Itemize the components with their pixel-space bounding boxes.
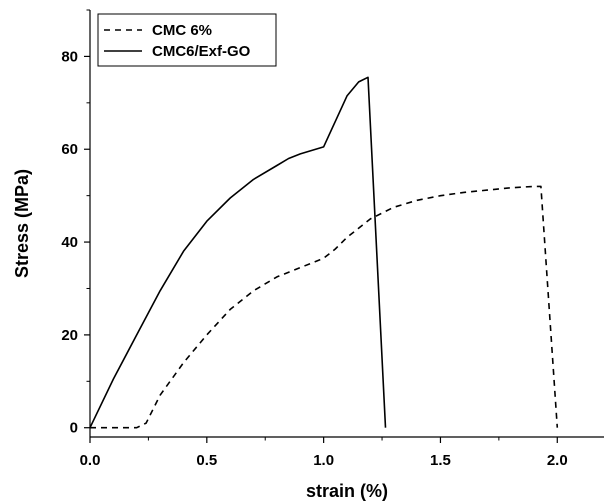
y-tick-label: 20	[61, 327, 78, 344]
x-tick-label: 1.0	[313, 452, 334, 469]
y-tick-label: 0	[70, 420, 78, 437]
x-tick-label: 0.0	[80, 452, 101, 469]
series-line-2	[89, 76, 387, 429]
x-tick-label: 1.5	[430, 452, 451, 469]
chart-marks	[89, 76, 559, 429]
chart-axes: 0.0 0.5 1.0 1.5 2.0 0 20 40 60 80	[61, 9, 604, 469]
x-axis-title: strain (%)	[306, 481, 388, 501]
y-tick-label: 40	[61, 234, 78, 251]
series-line-1	[90, 185, 559, 429]
x-tick-label: 0.5	[196, 452, 217, 469]
legend-label-1: CMC 6%	[152, 22, 212, 39]
legend-box	[97, 13, 277, 67]
legend: CMC 6% CMC6/Exf-GO	[97, 13, 277, 67]
x-tick-label: 2.0	[547, 452, 568, 469]
y-tick-label: 80	[61, 48, 78, 65]
y-tick-label: 60	[61, 141, 78, 158]
y-axis-title: Stress (MPa)	[12, 169, 32, 278]
legend-label-2: CMC6/Exf-GO	[152, 43, 251, 60]
